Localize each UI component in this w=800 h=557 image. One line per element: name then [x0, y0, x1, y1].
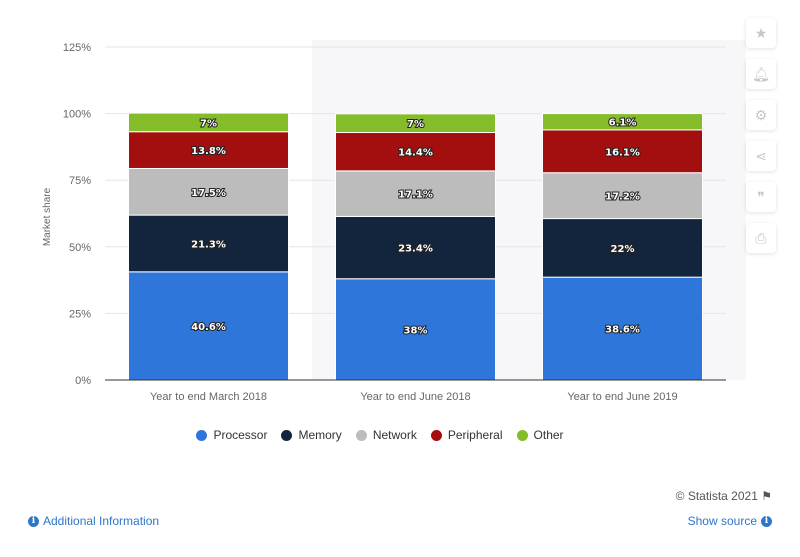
- y-tick-label: 50%: [69, 242, 91, 254]
- data-label: 16.1%: [605, 147, 640, 158]
- legend[interactable]: Processor Memory Network Peripheral Other: [0, 428, 760, 442]
- legend-item[interactable]: Processor: [196, 428, 267, 442]
- legend-label: Memory: [298, 428, 342, 442]
- data-label: 14.4%: [398, 148, 433, 159]
- y-axis: 0% 25% 50% 75% 100% 125%: [63, 42, 91, 387]
- bar-segment[interactable]: [542, 129, 703, 174]
- share-icon[interactable]: ⋖: [746, 141, 776, 171]
- legend-marker: [355, 429, 367, 441]
- bar-segment[interactable]: [335, 113, 496, 134]
- additional-information-link[interactable]: i Additional Information: [28, 514, 159, 528]
- y-tick-label: 0%: [75, 375, 91, 387]
- data-label: 6.1%: [609, 118, 637, 129]
- data-label: 38.6%: [605, 325, 640, 336]
- bars[interactable]: 40.6% 21.3% 17.5% 13.8% 7% 38% 23.4% 17.1% 14.4%…: [128, 112, 703, 381]
- bar-segment[interactable]: [542, 113, 703, 131]
- legend-item[interactable]: Network: [355, 428, 417, 442]
- legend-marker: [281, 429, 293, 441]
- bar-segment[interactable]: [128, 214, 289, 273]
- bar-segment[interactable]: [128, 271, 289, 381]
- bar-segment[interactable]: [542, 276, 703, 381]
- info-icon: i: [761, 515, 772, 527]
- legend-label: Network: [372, 428, 417, 442]
- bar-segment[interactable]: [335, 132, 496, 172]
- legend-marker: [516, 429, 528, 441]
- show-source-label: Show source: [687, 514, 757, 528]
- data-label: 17.2%: [605, 192, 640, 203]
- additional-information-label: Additional Information: [43, 514, 160, 528]
- legend-item[interactable]: Peripheral: [430, 428, 503, 442]
- y-tick-label: 75%: [69, 175, 91, 187]
- data-label: 7%: [200, 118, 217, 129]
- data-label: 22%: [611, 244, 635, 255]
- y-tick-label: 25%: [69, 308, 91, 320]
- x-tick-label: Year to end June 2018: [360, 391, 470, 403]
- x-axis: Year to end March 2018 Year to end June 2…: [150, 391, 678, 403]
- sidebar-toolbar: ★ 🔔︎ ⚙ ⋖ ❞ ⎙: [746, 18, 782, 264]
- statista-credit: © Statista 2021 ⚑: [675, 489, 772, 503]
- y-tick-label: 100%: [63, 109, 91, 121]
- y-tick-label: 125%: [63, 42, 91, 54]
- x-tick-label: Year to end June 2019: [567, 391, 677, 403]
- data-label: 13.8%: [191, 146, 226, 157]
- legend-label: Processor: [213, 428, 268, 442]
- chart-area: 0% 25% 50% 75% 100% 125% Market share 40.6% 21…: [42, 42, 726, 403]
- legend-item[interactable]: Other: [516, 428, 564, 442]
- data-label: 40.6%: [191, 322, 226, 333]
- flag-icon[interactable]: ⚑: [761, 489, 772, 503]
- bar-segment[interactable]: [128, 112, 289, 133]
- bar-segment[interactable]: [128, 131, 289, 169]
- data-label: 17.5%: [191, 188, 226, 199]
- legend-item[interactable]: Memory: [281, 428, 342, 442]
- data-label: 38%: [404, 325, 428, 336]
- star-icon[interactable]: ★: [746, 18, 776, 48]
- show-source-link[interactable]: Show source i: [688, 514, 772, 528]
- legend-marker: [196, 429, 208, 441]
- data-label: 17.1%: [398, 190, 433, 201]
- bar-segment[interactable]: [542, 218, 703, 278]
- bell-icon[interactable]: 🔔︎: [746, 59, 776, 89]
- quote-icon[interactable]: ❞: [746, 182, 776, 212]
- bar-segment[interactable]: [542, 172, 703, 220]
- x-tick-label: Year to end March 2018: [150, 391, 267, 403]
- bar-segment[interactable]: [128, 167, 289, 216]
- legend-label: Other: [533, 428, 564, 442]
- info-icon: i: [28, 515, 39, 527]
- data-label: 21.3%: [191, 239, 226, 250]
- gear-icon[interactable]: ⚙: [746, 100, 776, 130]
- print-icon[interactable]: ⎙: [746, 223, 776, 253]
- data-label: 23.4%: [398, 244, 433, 255]
- y-axis-label: Market share: [42, 187, 53, 246]
- legend-label: Peripheral: [447, 428, 503, 442]
- bar-segment[interactable]: [335, 278, 496, 381]
- legend-marker: [430, 429, 442, 441]
- data-label: 7%: [407, 119, 424, 130]
